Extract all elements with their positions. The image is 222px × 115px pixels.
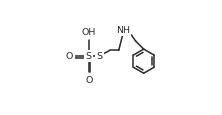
Text: O: O: [85, 76, 92, 85]
Text: O: O: [66, 52, 73, 61]
Text: OH: OH: [81, 28, 96, 37]
Text: S: S: [97, 52, 103, 61]
Text: NH: NH: [116, 26, 130, 35]
Text: S: S: [86, 52, 92, 61]
